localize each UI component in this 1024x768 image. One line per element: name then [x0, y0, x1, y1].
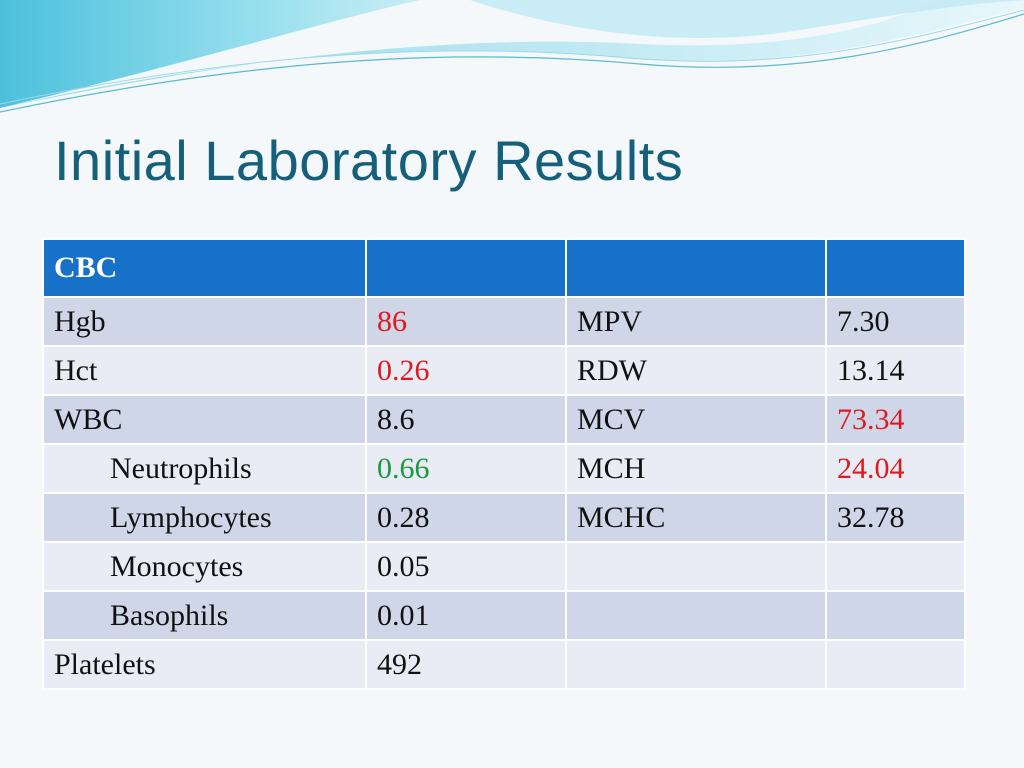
test-value: 73.34	[825, 394, 966, 445]
test-name: MCV	[565, 394, 827, 445]
test-name	[565, 590, 827, 641]
test-name	[565, 541, 827, 592]
test-name: Hgb	[42, 296, 367, 347]
test-name: Platelets	[42, 639, 367, 690]
test-value	[825, 590, 966, 641]
test-name	[565, 639, 827, 690]
test-name: WBC	[42, 394, 367, 445]
table-row: Neutrophils 0.66 MCH 24.04	[42, 443, 966, 494]
test-name: MPV	[565, 296, 827, 347]
decorative-wave	[0, 0, 1024, 113]
cbc-table: CBC Hgb 86 MPV 7.30 Hct 0.26 RDW 13.14 W…	[42, 238, 966, 690]
test-value: 0.05	[365, 541, 567, 592]
table-row: Basophils 0.01	[42, 590, 966, 641]
header-cell	[365, 238, 567, 298]
header-cell	[565, 238, 827, 298]
test-value	[825, 639, 966, 690]
test-value: 7.30	[825, 296, 966, 347]
table-row: Hgb 86 MPV 7.30	[42, 296, 966, 347]
header-cell: CBC	[42, 238, 367, 298]
test-value	[825, 541, 966, 592]
test-name: MCHC	[565, 492, 827, 543]
test-name: MCH	[565, 443, 827, 494]
header-cell	[825, 238, 966, 298]
test-value: 0.66	[365, 443, 567, 494]
test-value: 0.26	[365, 345, 567, 396]
test-name: Neutrophils	[42, 443, 367, 494]
table-row: Platelets 492	[42, 639, 966, 690]
test-name: RDW	[565, 345, 827, 396]
test-value: 0.01	[365, 590, 567, 641]
table-header-row: CBC	[42, 238, 966, 298]
test-value: 0.28	[365, 492, 567, 543]
table-row: Monocytes 0.05	[42, 541, 966, 592]
page-title: Initial Laboratory Results	[54, 129, 684, 192]
test-value: 24.04	[825, 443, 966, 494]
test-name: Hct	[42, 345, 367, 396]
table-row: Lymphocytes 0.28 MCHC 32.78	[42, 492, 966, 543]
table-row: Hct 0.26 RDW 13.14	[42, 345, 966, 396]
test-value: 86	[365, 296, 567, 347]
test-value: 13.14	[825, 345, 966, 396]
test-value: 8.6	[365, 394, 567, 445]
table-row: WBC 8.6 MCV 73.34	[42, 394, 966, 445]
test-name: Basophils	[42, 590, 367, 641]
test-name: Lymphocytes	[42, 492, 367, 543]
test-name: Monocytes	[42, 541, 367, 592]
test-value: 32.78	[825, 492, 966, 543]
test-value: 492	[365, 639, 567, 690]
